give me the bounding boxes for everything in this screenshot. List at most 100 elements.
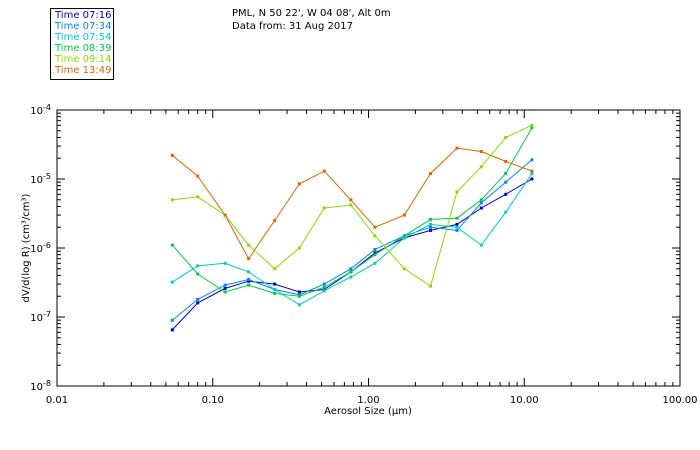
data-point bbox=[479, 201, 483, 205]
legend-item: Time 09:14 bbox=[55, 54, 112, 65]
data-point bbox=[504, 136, 508, 139]
data-point bbox=[429, 228, 432, 232]
data-point bbox=[170, 243, 174, 247]
data-point bbox=[273, 267, 277, 271]
x-tick-label: 0.01 bbox=[46, 395, 68, 406]
data-point bbox=[479, 206, 483, 210]
data-point bbox=[402, 213, 406, 217]
data-point bbox=[504, 180, 508, 184]
data-point bbox=[349, 275, 353, 279]
data-point bbox=[170, 280, 174, 284]
data-point bbox=[455, 228, 459, 232]
data-point bbox=[322, 282, 326, 286]
legend: Time 07:16 Time 07:34 Time 07:54 Time 08:39… bbox=[50, 8, 114, 80]
legend-item: Time 13:49 bbox=[55, 65, 112, 76]
data-point bbox=[429, 222, 432, 226]
x-tick-label: 100.00 bbox=[663, 395, 698, 406]
data-point bbox=[223, 286, 227, 290]
data-point bbox=[247, 279, 251, 283]
data-point bbox=[297, 294, 301, 298]
series-line bbox=[171, 159, 533, 321]
data-point bbox=[297, 290, 301, 294]
series-4 bbox=[170, 126, 534, 298]
data-point bbox=[170, 318, 174, 322]
y-tick-label: 10-4 bbox=[30, 103, 51, 117]
data-point bbox=[349, 267, 353, 271]
series-layer bbox=[170, 123, 534, 332]
data-point bbox=[273, 288, 277, 291]
data-point bbox=[429, 172, 432, 175]
data-point bbox=[479, 243, 483, 247]
data-point bbox=[373, 261, 377, 265]
data-point bbox=[223, 290, 227, 294]
data-point bbox=[455, 190, 459, 194]
data-point bbox=[373, 248, 377, 251]
data-point bbox=[530, 123, 534, 127]
axis-ticks: 0.01 0.10 1.00 10.00 100.00 10-8 10-7 10-6 10-5 1… bbox=[30, 103, 697, 406]
data-point bbox=[455, 216, 459, 220]
x-tick-label: 1.00 bbox=[357, 395, 379, 406]
data-point bbox=[402, 267, 406, 271]
data-point bbox=[322, 285, 326, 289]
data-point bbox=[504, 192, 508, 196]
x-tick-label: 10.00 bbox=[510, 395, 539, 406]
data-point bbox=[196, 301, 200, 305]
data-point bbox=[455, 146, 459, 150]
data-point bbox=[196, 174, 200, 178]
data-point bbox=[196, 272, 200, 276]
data-point bbox=[273, 291, 277, 295]
series-5 bbox=[170, 123, 534, 288]
data-point bbox=[504, 159, 508, 163]
y-tick-label: 10-8 bbox=[30, 379, 51, 393]
data-point bbox=[429, 217, 432, 221]
y-tick-label: 10-5 bbox=[30, 172, 51, 186]
data-point bbox=[373, 225, 377, 229]
data-point bbox=[402, 236, 406, 240]
site-title: PML, N 50 22', W 04 08', Alt 0m bbox=[232, 8, 391, 19]
data-date: Data from: 31 Aug 2017 bbox=[232, 21, 353, 32]
data-point bbox=[429, 225, 432, 229]
data-point bbox=[455, 222, 459, 226]
y-tick-label: 10-7 bbox=[30, 310, 51, 324]
plot-frame bbox=[56, 109, 681, 387]
data-point bbox=[530, 158, 534, 162]
data-point bbox=[196, 297, 200, 301]
series-6 bbox=[170, 146, 534, 261]
series-2 bbox=[170, 158, 534, 322]
data-point bbox=[223, 213, 227, 217]
data-point bbox=[479, 198, 483, 202]
data-point bbox=[170, 198, 174, 202]
data-point bbox=[455, 225, 459, 229]
x-tick-label: 0.10 bbox=[202, 395, 224, 406]
data-point bbox=[170, 328, 174, 332]
data-point bbox=[349, 203, 353, 207]
data-point bbox=[349, 198, 353, 202]
data-point bbox=[504, 172, 508, 175]
y-axis-label: dV/d(log R) (cm³/cm³) bbox=[21, 193, 32, 302]
data-point bbox=[429, 284, 432, 288]
data-point bbox=[223, 283, 227, 287]
data-point bbox=[530, 172, 534, 175]
data-point bbox=[530, 177, 534, 181]
y-tick-label: 10-6 bbox=[30, 241, 51, 255]
series-3 bbox=[170, 172, 534, 307]
legend-item: Time 08:39 bbox=[55, 43, 112, 54]
data-point bbox=[349, 270, 353, 274]
data-point bbox=[247, 243, 251, 247]
data-point bbox=[530, 169, 534, 173]
data-point bbox=[223, 261, 227, 265]
data-point bbox=[273, 219, 277, 222]
data-point bbox=[297, 303, 301, 307]
data-point bbox=[247, 257, 251, 261]
data-point bbox=[247, 278, 251, 281]
x-axis-label: Aerosol Size (μm) bbox=[324, 406, 412, 417]
data-point bbox=[479, 165, 483, 169]
data-point bbox=[322, 206, 326, 210]
data-point bbox=[373, 251, 377, 255]
data-point bbox=[504, 210, 508, 214]
legend-item: Time 07:34 bbox=[55, 21, 112, 32]
data-point bbox=[273, 282, 277, 286]
data-point bbox=[196, 264, 200, 268]
data-point bbox=[297, 182, 301, 186]
